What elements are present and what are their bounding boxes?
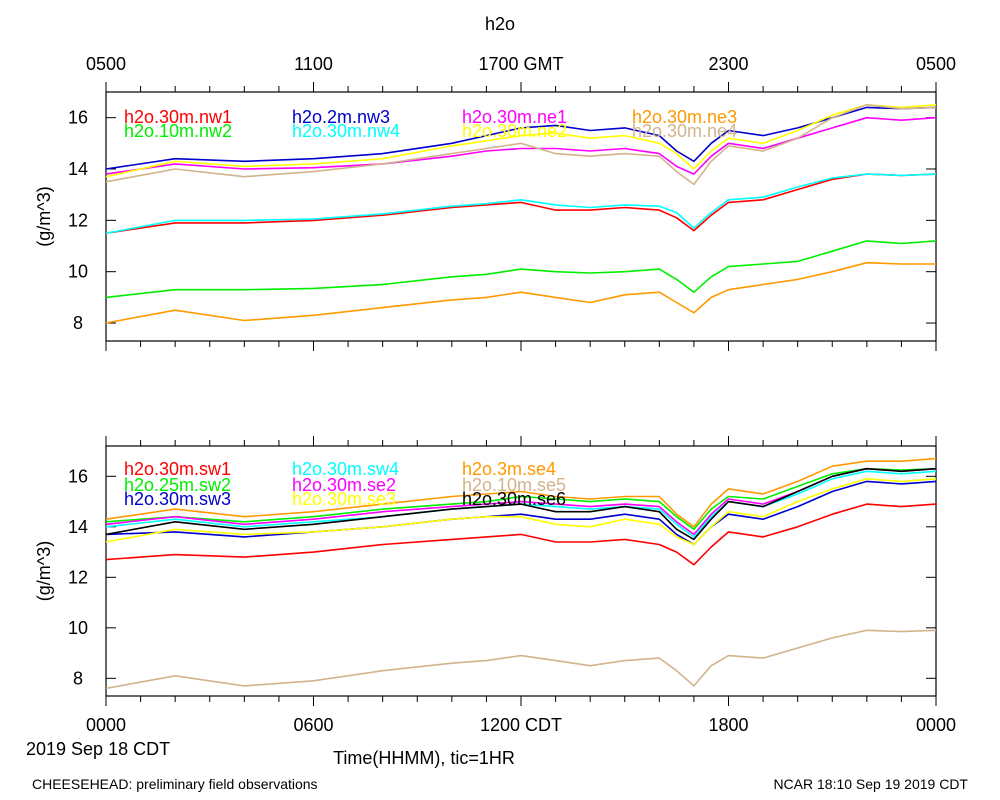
series-line-h2o.30m.se6 — [105, 467, 937, 541]
legend-entry: h2o.30m.se2 — [292, 475, 396, 495]
series-line-h2o.30m.ne3 — [105, 261, 936, 324]
series-line-h2o.30m.ne4 — [105, 104, 937, 186]
top-axis-tick-label: 0500 — [916, 54, 956, 74]
legend-entry: h2o.30m.ne4 — [632, 121, 737, 141]
bottom-axis-tick-label: 1200 CDT — [480, 715, 562, 735]
series-line-h2o.25m.sw2 — [105, 467, 937, 531]
top-axis-tick-label: 1100 — [294, 54, 333, 74]
top-axis-tick-label: 2300 — [708, 54, 748, 74]
legend-entry: h2o.3m.se4 — [462, 459, 556, 479]
series-line-h2o.30m.se3 — [105, 477, 937, 546]
legend-entry: h2o.30m.ne1 — [462, 107, 567, 127]
y-tick-label: 8 — [73, 668, 83, 688]
chart-title: h2o — [485, 14, 515, 34]
legend-entry: h2o.25m.sw2 — [124, 475, 231, 495]
legend-entry: h2o.10m.nw2 — [124, 121, 232, 141]
bottom-panel — [105, 436, 937, 706]
y-tick-label: 12 — [68, 567, 88, 587]
y-tick-label: 10 — [68, 262, 88, 282]
series-line-h2o.30m.sw4 — [105, 470, 937, 538]
legend-entry: h2o.30m.sw4 — [292, 459, 399, 479]
series-line-h2o.30m.nw4 — [105, 173, 937, 234]
top-panel — [105, 82, 937, 351]
legend-entry: h2o.10m.se5 — [462, 475, 566, 495]
legend-entry: h2o.30m.ne2 — [462, 121, 567, 141]
legend-entry: h2o.30m.sw1 — [124, 459, 231, 479]
series-line-h2o.30m.ne1 — [105, 116, 937, 175]
series-line-h2o.30m.ne2 — [105, 104, 937, 178]
x-axis-label: Time(HHMM), tic=1HR — [333, 748, 515, 768]
legend-entry: h2o.30m.nw4 — [292, 121, 400, 141]
series-line-h2o.10m.se5 — [105, 629, 937, 690]
series-line-h2o.3m.se4 — [105, 457, 937, 528]
legend-entry: h2o.2m.nw3 — [292, 107, 390, 127]
y-tick-label: 14 — [68, 517, 88, 537]
legend-entry: h2o.30m.se3 — [292, 489, 396, 509]
top-axis-tick-label: 0500 — [86, 54, 126, 74]
y-tick-label: 16 — [68, 108, 88, 128]
y-axis-label: (g/m^3) — [34, 186, 54, 246]
y-tick-label: 8 — [73, 313, 83, 333]
legend-entry: h2o.30m.ne3 — [632, 107, 737, 127]
bottom-axis-tick-label: 1800 — [708, 715, 748, 735]
bottom-axis-tick-label: 0000 — [916, 715, 956, 735]
series-line-h2o.30m.nw1 — [105, 173, 937, 234]
footer-left: CHEESEHEAD: preliminary field observatio… — [32, 776, 318, 792]
y-axis-label: (g/m^3) — [34, 541, 54, 601]
footer-right: NCAR 18:10 Sep 19 2019 CDT — [773, 776, 968, 792]
legend-entry: h2o.30m.sw3 — [124, 489, 231, 509]
y-tick-label: 12 — [68, 210, 88, 230]
legend-entry: h2o.30m.se6 — [462, 489, 566, 509]
top-axis-tick-label: 1700 GMT — [478, 54, 563, 74]
y-tick-label: 14 — [68, 159, 88, 179]
legend-entry: h2o.30m.nw1 — [124, 107, 232, 127]
date-label: 2019 Sep 18 CDT — [26, 739, 170, 759]
series-line-h2o.30m.sw1 — [105, 503, 937, 566]
y-tick-label: 16 — [68, 466, 88, 486]
y-tick-label: 10 — [68, 618, 88, 638]
bottom-axis-tick-label: 0000 — [86, 715, 126, 735]
bottom-axis-tick-label: 0600 — [293, 715, 333, 735]
series-line-h2o.10m.nw2 — [105, 240, 937, 299]
